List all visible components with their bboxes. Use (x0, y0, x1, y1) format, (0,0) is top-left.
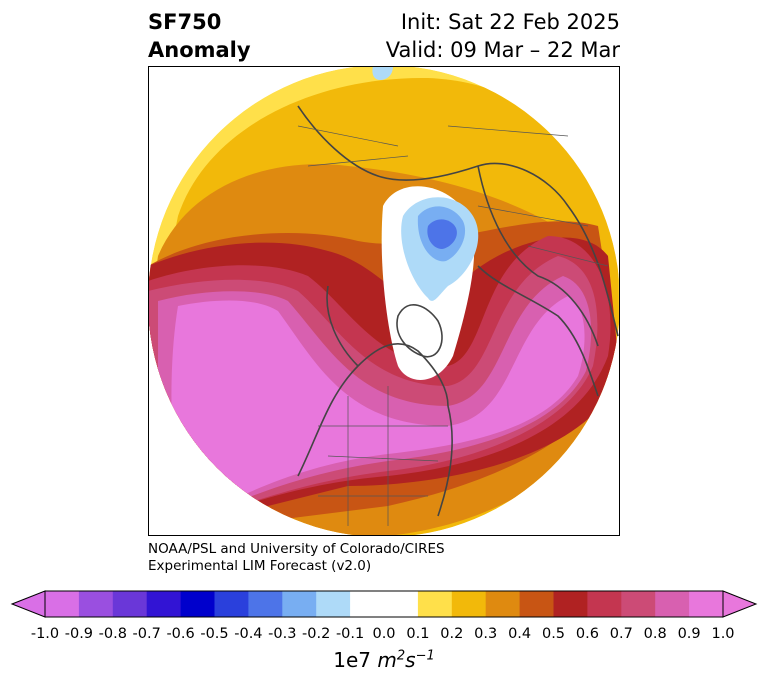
colorbar-tick-label: -1.0 (30, 626, 60, 642)
colorbar-cell (180, 591, 215, 617)
polar-map (148, 66, 620, 536)
colorbar-tick-label: 0.1 (406, 626, 430, 642)
coastlines (297, 105, 619, 517)
map-border (148, 66, 620, 536)
colorbar-cell (384, 591, 419, 617)
colorbar-tick-label: -0.6 (166, 626, 195, 642)
colorbar-over-arrow (722, 590, 758, 618)
title-kind: Anomaly (148, 38, 251, 62)
border-lines-2 (297, 125, 609, 267)
title-variable: SF750 (148, 10, 222, 34)
colorbar-tick-label: 0.4 (508, 626, 532, 642)
borders (297, 125, 609, 526)
colorbar-cells (45, 591, 724, 617)
colorbar-cell (146, 591, 182, 617)
border-lines-1 (318, 386, 448, 526)
coast-north-america (297, 285, 453, 517)
colorbar-cell (316, 591, 351, 617)
colorbar-cell (621, 591, 656, 617)
init-date: Init: Sat 22 Feb 2025 (400, 10, 620, 34)
credit-line-1: NOAA/PSL and University of Colorado/CIRE… (148, 541, 445, 557)
colorbar-tick-label: -0.2 (302, 626, 331, 642)
band-0-9 (171, 296, 585, 526)
colorbar-ticks: -1.0 -0.9 -0.8 -0.7 -0.6 -0.5 -0.4 -0.3 -0.2 -0.1… (0, 626, 768, 646)
coast-europe (477, 265, 599, 397)
colorbar-tick-label: 0.6 (575, 626, 599, 642)
colorbar-tick-label: 0.3 (474, 626, 498, 642)
credit-text: NOAA/PSL and University of Colorado/CIRE… (148, 541, 445, 575)
colorbar (10, 590, 758, 618)
unit-m: m (377, 648, 397, 672)
colorbar-cell (553, 591, 588, 617)
unit-prefix: 1e7 (333, 648, 378, 672)
colorbar-tick-label: -0.4 (234, 626, 263, 642)
unit-s-exp: −1 (415, 648, 435, 664)
colorbar-cell (248, 591, 283, 617)
colorbar-tick-label: 0.9 (677, 626, 701, 642)
band-neg-3 (427, 219, 457, 249)
colorbar-cell (282, 591, 317, 617)
coast-greenland (396, 304, 443, 358)
colorbar-tick-label: 0.0 (372, 626, 396, 642)
colorbar-tick-label: -0.5 (200, 626, 229, 642)
map-title: SF750 Anomaly (148, 8, 251, 64)
band-neg-0-blip (372, 66, 393, 80)
colorbar-tick-label: -0.8 (98, 626, 127, 642)
unit-s: s (405, 648, 416, 672)
colorbar-tick-label: -0.9 (64, 626, 94, 642)
colorbar-tick-label: 0.5 (541, 626, 566, 642)
coast-eurasia (297, 105, 619, 347)
colorbar-cell (350, 591, 385, 617)
colorbar-cell (78, 591, 114, 617)
colorbar-outline (44, 590, 724, 618)
colorbar-cell (45, 591, 80, 617)
colorbar-cell (112, 591, 148, 617)
colorbar-cell (655, 591, 690, 617)
colorbar-tick-label: 0.2 (440, 626, 464, 642)
colorbar-under-arrow (10, 590, 46, 618)
anomaly-field (148, 66, 620, 536)
forecast-dates: Init: Sat 22 Feb 2025 Valid: 09 Mar – 22… (386, 8, 620, 64)
colorbar-cell (417, 591, 453, 617)
colorbar-cell (214, 591, 249, 617)
colorbar-cell (587, 591, 622, 617)
colorbar-tick-label: -0.1 (335, 626, 365, 642)
colorbar-cell (451, 591, 487, 617)
credit-line-2: Experimental LIM Forecast (v2.0) (148, 558, 372, 574)
colorbar-tick-label: -0.3 (268, 626, 297, 642)
colorbar-cell (519, 591, 554, 617)
colorbar-unit: 1e7 m2s−1 (0, 648, 768, 672)
colorbar-tick-label: -0.7 (132, 626, 161, 642)
colorbar-tick-label: 0.7 (609, 626, 633, 642)
colorbar-cell (485, 591, 521, 617)
unit-m-exp: 2 (396, 648, 406, 664)
colorbar-tick-label: 0.8 (643, 626, 667, 642)
colorbar-tick-label: 1.0 (711, 626, 735, 642)
valid-range: Valid: 09 Mar – 22 Mar (385, 38, 620, 62)
colorbar-cell (689, 591, 724, 617)
